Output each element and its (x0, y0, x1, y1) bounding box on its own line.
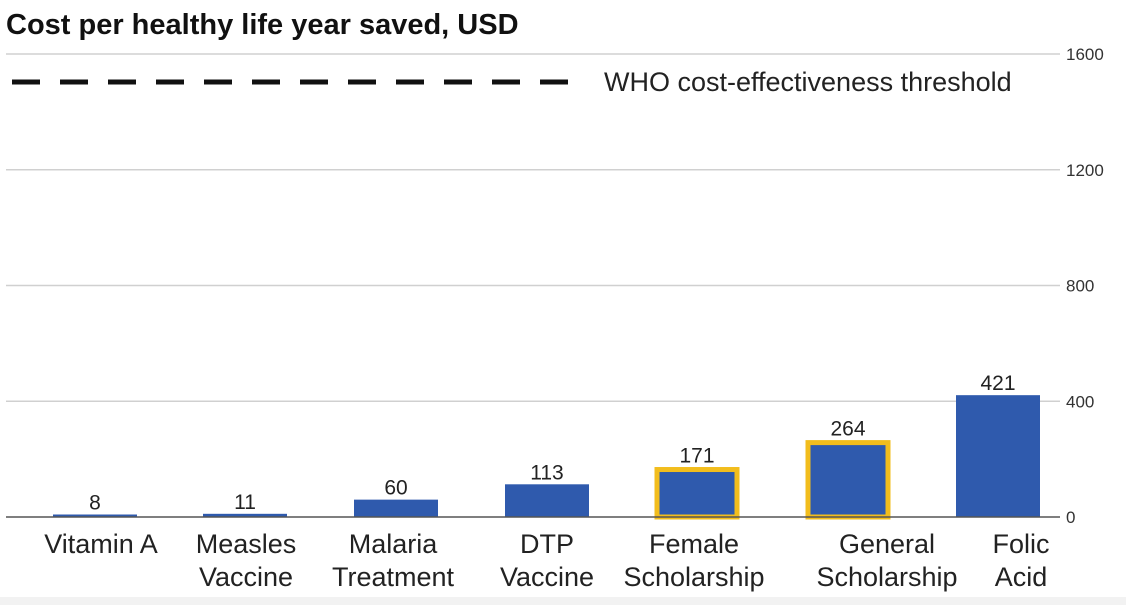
data-label: 171 (679, 445, 714, 468)
category-label: Malaria Treatment (332, 529, 455, 592)
y-tick-label: 1600 (1066, 45, 1104, 64)
category-label-line: Scholarship (816, 562, 957, 592)
category-label-line: Malaria (349, 529, 439, 559)
category-label-line: Folic (992, 529, 1049, 559)
category-label-line: General (839, 529, 935, 559)
category-label-line: DTP (520, 529, 574, 559)
category-label-line: Measles (196, 529, 297, 559)
category-label: Folic Acid (992, 529, 1049, 592)
data-label: 11 (234, 491, 256, 514)
y-tick-label: 800 (1066, 277, 1094, 296)
category-label-line: Vaccine (500, 562, 594, 592)
data-label: 421 (980, 372, 1015, 395)
bar (956, 395, 1040, 517)
bar (53, 514, 137, 517)
data-label: 60 (384, 477, 407, 500)
bottom-strip (0, 597, 1126, 605)
y-axis-ticks: 0 400 800 1200 1600 (1066, 45, 1104, 527)
gridlines (6, 53, 1060, 402)
legend: WHO cost-effectiveness threshold (12, 67, 1012, 97)
category-label-line: Acid (995, 562, 1048, 592)
category-label-line: Vaccine (199, 562, 293, 592)
bar-highlighted (805, 440, 891, 520)
data-label: 264 (830, 418, 865, 441)
y-tick-label: 0 (1066, 508, 1075, 527)
data-label: 113 (530, 461, 563, 484)
bar (203, 513, 287, 517)
chart-title: Cost per healthy life year saved, USD (6, 9, 519, 41)
bar (354, 499, 438, 517)
data-label: 8 (89, 492, 101, 515)
category-label-line: Female (649, 529, 739, 559)
category-label-line: Scholarship (623, 562, 764, 592)
category-label: Female Scholarship (623, 529, 764, 592)
category-label: Vitamin A (44, 529, 158, 559)
category-label-line: Vitamin A (44, 529, 158, 559)
bar-highlighted (654, 467, 740, 520)
bars: 8 11 60 113 171 264 421 (53, 372, 1040, 520)
bar (505, 484, 589, 517)
category-label: General Scholarship (816, 529, 957, 592)
y-tick-label: 1200 (1066, 161, 1104, 180)
category-label-line: Treatment (332, 562, 455, 592)
y-tick-label: 400 (1066, 392, 1094, 411)
category-label: Measles Vaccine (196, 529, 297, 592)
category-label: DTP Vaccine (500, 529, 594, 592)
legend-label: WHO cost-effectiveness threshold (604, 67, 1012, 97)
